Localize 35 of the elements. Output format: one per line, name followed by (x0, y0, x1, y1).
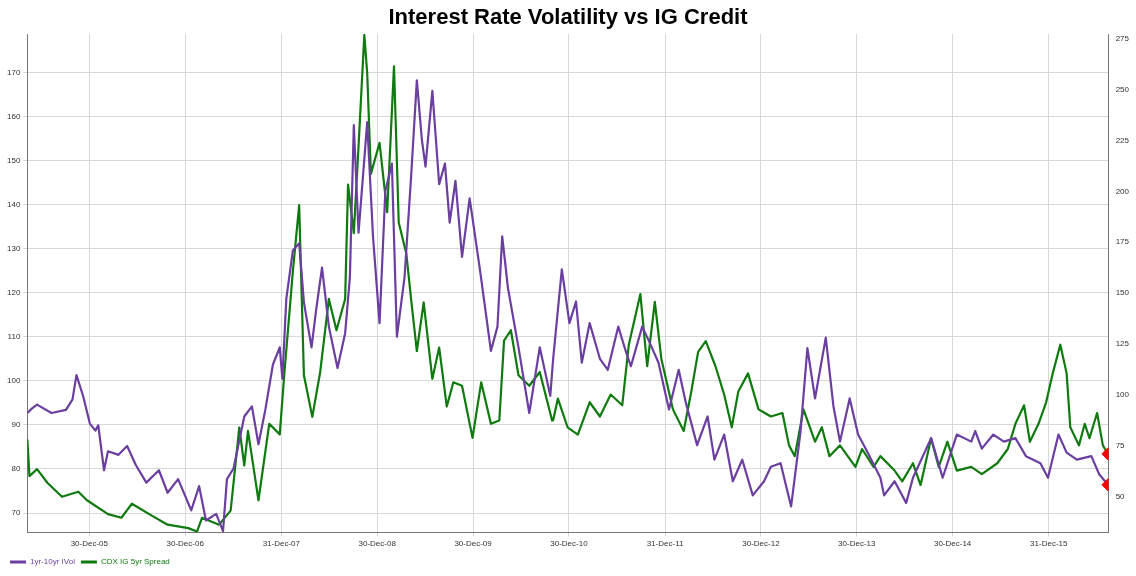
y-tick-label: 70 (11, 508, 21, 518)
x-tick-label: 30-Dec-12 (742, 539, 781, 549)
x-tick-label: 31-Dec-07 (262, 539, 301, 549)
y2-tick-label: 125 (1115, 339, 1130, 349)
y2-tick-label: 175 (1115, 237, 1130, 247)
y2-tick-label: 225 (1115, 135, 1130, 145)
x-tick-label: 30-Dec-06 (166, 539, 205, 549)
y-tick-label: 120 (6, 287, 21, 297)
x-tick-label: 30-Dec-09 (454, 539, 493, 549)
y-tick-label: 150 (6, 155, 21, 165)
y2-tick-label: 250 (1115, 84, 1130, 94)
y2-tick-label: 100 (1115, 389, 1130, 399)
y-tick-label: 110 (7, 331, 21, 341)
y2-tick-label: 275 (1115, 34, 1130, 44)
y-tick-label: 160 (6, 111, 21, 121)
x-tick-label: 31-Dec-11 (646, 539, 684, 549)
y-tick-label: 140 (6, 199, 21, 209)
x-tick-label: 30-Dec-13 (838, 539, 876, 549)
y-tick-label: 100 (6, 376, 21, 386)
x-tick-label: 30-Dec-14 (933, 539, 972, 549)
y-tick-label: 170 (6, 67, 21, 77)
y2-tick-label: 200 (1115, 186, 1130, 196)
legend-label: CDX IG 5yr Spread (100, 557, 170, 567)
chart-title: Interest Rate Volatility vs IG Credit (387, 4, 749, 30)
y-tick-label: 80 (11, 464, 21, 474)
x-tick-label: 31-Dec-15 (1030, 539, 1068, 549)
y2-tick-label: 75 (1115, 440, 1126, 450)
y2-tick-label: 150 (1115, 288, 1130, 298)
y2-tick-label: 50 (1115, 491, 1126, 501)
y-tick-label: 90 (11, 420, 21, 430)
x-tick-label: 30-Dec-08 (358, 539, 397, 549)
x-tick-label: 30-Dec-05 (70, 539, 109, 549)
x-tick-label: 30-Dec-10 (550, 539, 589, 549)
y-tick-label: 130 (6, 243, 21, 253)
legend-label: 1yr-10yr IVol (30, 557, 76, 567)
